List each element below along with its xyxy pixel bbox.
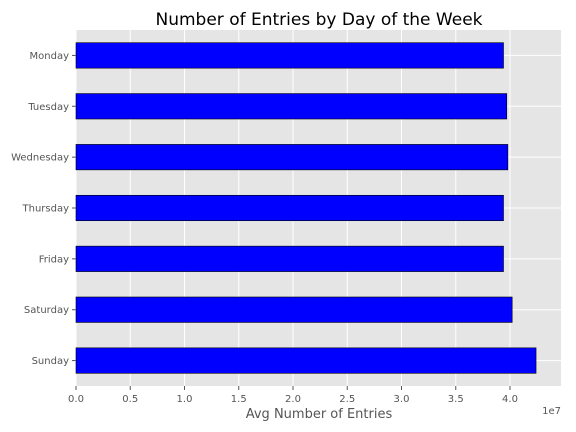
x-tick-label: 0.0 <box>68 394 84 405</box>
x-tick-label: 2.0 <box>285 394 301 405</box>
y-tick-label: Tuesday <box>27 102 69 113</box>
bar-tuesday <box>75 93 508 120</box>
y-tick-label: Wednesday <box>11 153 69 164</box>
bars <box>75 42 537 374</box>
y-tick-label: Sunday <box>32 356 69 367</box>
chart-title: Number of Entries by Day of the Week <box>156 10 483 30</box>
y-tick-label: Friday <box>39 254 69 265</box>
x-tick-label: 2.5 <box>339 394 355 405</box>
bar-saturday <box>75 296 513 323</box>
x-axis-offset-label: 1e7 <box>542 406 561 417</box>
bar-wednesday <box>75 144 509 171</box>
x-tick-labels: 0.0 0.5 1.0 1.5 2.0 2.5 3.0 3.5 4.0 <box>68 386 518 405</box>
x-tick-label: 1.5 <box>231 394 247 405</box>
bar-thursday <box>75 194 504 222</box>
bar-friday <box>75 245 504 272</box>
bar-monday <box>75 42 504 69</box>
y-tick-label: Thursday <box>22 204 70 215</box>
x-axis-label: Avg Number of Entries <box>246 407 393 422</box>
y-tick-label: Monday <box>30 51 70 62</box>
y-tick-label: Saturday <box>24 305 69 316</box>
x-tick-label: 1.0 <box>177 394 193 405</box>
x-tick-label: 0.5 <box>122 394 138 405</box>
x-tick-label: 3.0 <box>394 394 410 405</box>
x-tick-label: 3.5 <box>448 394 464 405</box>
y-tick-labels: Monday Tuesday Wednesday Thursday Friday Satu… <box>11 51 76 367</box>
x-tick-label: 4.0 <box>502 394 518 405</box>
bar-sunday <box>75 347 537 374</box>
